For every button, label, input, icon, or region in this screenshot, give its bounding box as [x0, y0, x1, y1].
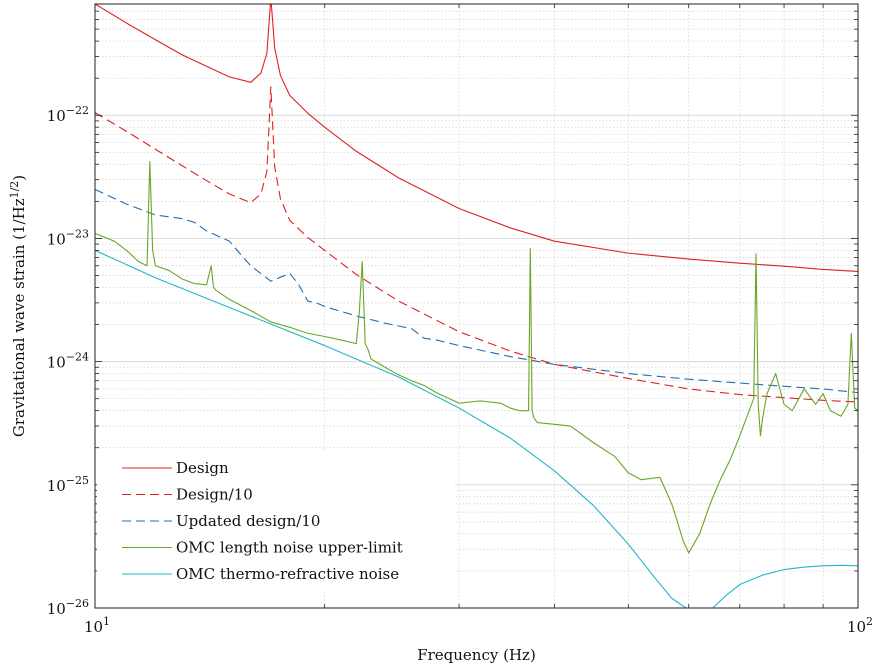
y-tick-label-base: 10	[47, 477, 66, 495]
x-tick-label: 101	[84, 615, 110, 636]
y-tick-label-base: 10	[47, 600, 66, 618]
y-tick-label-exponent: −25	[66, 474, 89, 487]
y-axis-title-main: Gravitational wave strain (1/Hz	[10, 198, 28, 437]
plot-area	[95, 4, 858, 608]
x-tick-label: 102	[847, 615, 873, 636]
x-tick-label-exponent: 1	[103, 615, 110, 628]
y-tick-label: 10−26	[47, 597, 89, 618]
y-axis-title: Gravitational wave strain (1/Hz1/2)	[8, 175, 28, 437]
y-tick-label: 10−23	[47, 227, 89, 248]
x-axis-title: Frequency (Hz)	[417, 646, 536, 664]
y-tick-label-base: 10	[47, 354, 66, 372]
y-axis-title-close: )	[10, 175, 28, 181]
legend-label: OMC length noise upper-limit	[176, 539, 403, 557]
series-line-design-10	[95, 86, 858, 403]
legend-label: OMC thermo-refractive noise	[176, 565, 399, 583]
legend-box	[97, 452, 455, 592]
series-line-design	[95, 4, 858, 272]
plot-frame	[94, 3, 859, 609]
x-tick-label-exponent: 2	[866, 615, 873, 628]
y-tick-label-base: 10	[47, 230, 66, 248]
x-tick-label-base: 10	[847, 618, 866, 636]
legend: Design Design/10 Updated design/10 OMC leng…	[97, 452, 455, 592]
legend-label: Design/10	[176, 486, 253, 504]
legend-label: Design	[176, 459, 229, 477]
x-tick-label-base: 10	[84, 618, 103, 636]
y-tick-label: 10−22	[47, 104, 89, 125]
series-line-omc-thermo-refractive-noise	[95, 249, 858, 608]
y-tick-label-exponent: −22	[66, 104, 89, 117]
y-tick-label-exponent: −23	[66, 227, 89, 240]
y-tick-label: 10−24	[47, 351, 89, 372]
y-tick-label-exponent: −26	[66, 597, 89, 610]
series-line-omc-length-noise-upper-limit	[95, 161, 858, 554]
y-tick-label-exponent: −24	[66, 351, 89, 364]
series-line-updated-design-10	[95, 188, 858, 394]
legend-label: Updated design/10	[176, 512, 320, 530]
y-axis-title-exponent: 1/2	[8, 181, 21, 199]
y-tick-label-base: 10	[47, 107, 66, 125]
y-tick-label: 10−25	[47, 474, 89, 495]
